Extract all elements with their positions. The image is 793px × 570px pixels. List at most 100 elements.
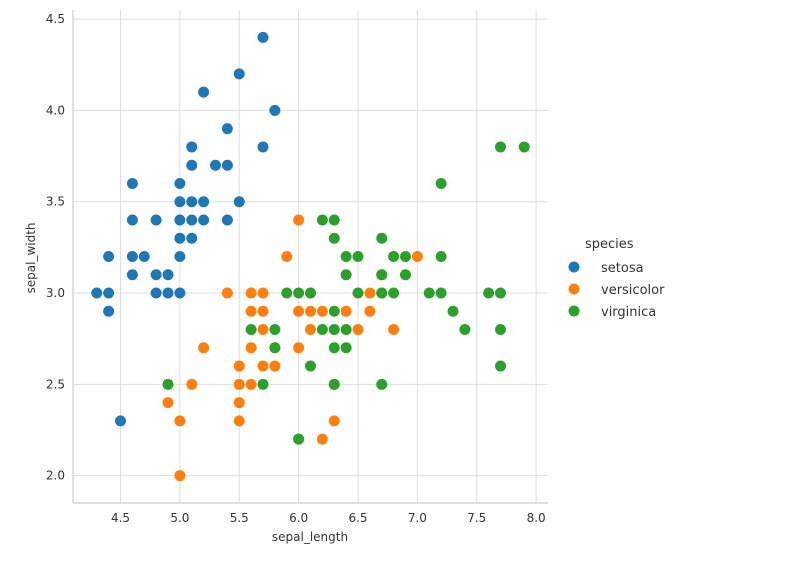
data-point-setosa	[269, 104, 281, 116]
data-point-setosa	[233, 68, 245, 80]
legend-label-virginica: virginica	[601, 305, 656, 320]
data-point-setosa	[91, 287, 103, 299]
data-point-versicolor	[364, 305, 376, 317]
data-point-virginica	[388, 251, 400, 262]
data-point-virginica	[518, 141, 530, 153]
data-point-virginica	[340, 269, 352, 281]
data-point-versicolor	[245, 287, 257, 299]
data-point-virginica	[316, 324, 328, 336]
y-tick-label: 2.5	[46, 377, 65, 391]
data-point-setosa	[221, 123, 233, 135]
data-point-setosa	[126, 269, 138, 281]
data-point-versicolor	[293, 214, 305, 226]
data-point-virginica	[376, 287, 388, 299]
y-tick-label: 2.0	[46, 469, 65, 483]
data-point-versicolor	[174, 415, 186, 427]
data-point-versicolor	[162, 397, 174, 409]
data-point-virginica	[328, 232, 340, 244]
data-point-virginica	[162, 378, 174, 390]
data-point-setosa	[174, 177, 186, 189]
data-point-versicolor	[305, 305, 316, 317]
legend-title: species	[585, 237, 634, 252]
data-point-versicolor	[305, 324, 316, 336]
data-point-versicolor	[233, 415, 245, 427]
x-tick-labels: 4.5 5.0 5.5 6.0 6.5 7.0 7.5 8.0	[111, 511, 546, 525]
data-point-versicolor	[257, 287, 269, 299]
legend-marker-setosa	[568, 261, 580, 273]
data-point-setosa	[103, 287, 115, 299]
data-point-versicolor	[340, 305, 352, 317]
x-tick-label: 7.0	[408, 511, 427, 525]
data-point-virginica	[316, 214, 328, 226]
data-point-virginica	[495, 360, 506, 372]
data-point-setosa	[174, 287, 186, 299]
data-point-versicolor	[257, 324, 269, 336]
data-point-setosa	[162, 269, 174, 281]
data-point-virginica	[328, 342, 340, 354]
series-versicolor	[162, 214, 423, 482]
data-point-versicolor	[293, 305, 305, 317]
x-tick-label: 5.5	[230, 511, 249, 525]
data-point-virginica	[400, 251, 411, 262]
data-point-virginica	[281, 287, 293, 299]
data-point-setosa	[198, 214, 210, 226]
data-point-virginica	[435, 251, 447, 262]
data-point-virginica	[269, 324, 281, 336]
data-point-virginica	[257, 378, 269, 390]
data-point-setosa	[174, 214, 186, 226]
data-point-virginica	[245, 324, 257, 336]
data-point-setosa	[103, 305, 115, 317]
data-point-versicolor	[233, 378, 245, 390]
data-point-versicolor	[328, 415, 340, 427]
data-point-virginica	[459, 324, 471, 336]
data-point-virginica	[328, 324, 340, 336]
data-point-setosa	[138, 251, 150, 262]
legend: species setosa versicolor virginica	[568, 237, 665, 320]
y-axis-label: sepal_width	[24, 222, 38, 293]
data-point-versicolor	[316, 305, 328, 317]
data-point-setosa	[150, 214, 162, 226]
data-point-setosa	[115, 415, 126, 427]
data-point-versicolor	[245, 305, 257, 317]
data-point-versicolor	[352, 324, 364, 336]
y-tick-label: 4.5	[46, 12, 65, 26]
legend-label-versicolor: versicolor	[601, 283, 665, 298]
data-point-virginica	[340, 251, 352, 262]
y-tick-label: 4.0	[46, 103, 65, 117]
data-point-virginica	[352, 287, 364, 299]
data-point-setosa	[174, 251, 186, 262]
data-point-virginica	[269, 342, 281, 354]
data-point-setosa	[186, 196, 198, 208]
data-point-versicolor	[411, 251, 423, 262]
axes-frame	[72, 10, 548, 504]
data-point-setosa	[221, 214, 233, 226]
data-point-setosa	[186, 214, 198, 226]
x-tick-label: 5.0	[170, 511, 189, 525]
data-point-virginica	[435, 177, 447, 189]
data-point-setosa	[186, 232, 198, 244]
data-point-setosa	[186, 141, 198, 153]
data-point-virginica	[305, 360, 316, 372]
data-point-virginica	[447, 305, 459, 317]
data-point-versicolor	[388, 324, 400, 336]
data-point-setosa	[126, 177, 138, 189]
data-point-setosa	[257, 141, 269, 153]
data-point-versicolor	[316, 433, 328, 445]
series-setosa	[91, 31, 281, 427]
data-point-virginica	[328, 214, 340, 226]
data-point-versicolor	[257, 360, 269, 372]
data-point-setosa	[233, 196, 245, 208]
data-point-virginica	[340, 324, 352, 336]
data-point-setosa	[198, 196, 210, 208]
y-tick-label: 3.5	[46, 195, 65, 209]
data-point-virginica	[400, 269, 411, 281]
x-axis-label: sepal_length	[272, 530, 348, 544]
data-point-virginica	[483, 287, 495, 299]
data-point-versicolor	[269, 360, 281, 372]
data-point-setosa	[186, 159, 198, 171]
data-point-virginica	[305, 287, 316, 299]
data-point-virginica	[352, 251, 364, 262]
data-point-virginica	[376, 378, 388, 390]
data-point-versicolor	[233, 360, 245, 372]
